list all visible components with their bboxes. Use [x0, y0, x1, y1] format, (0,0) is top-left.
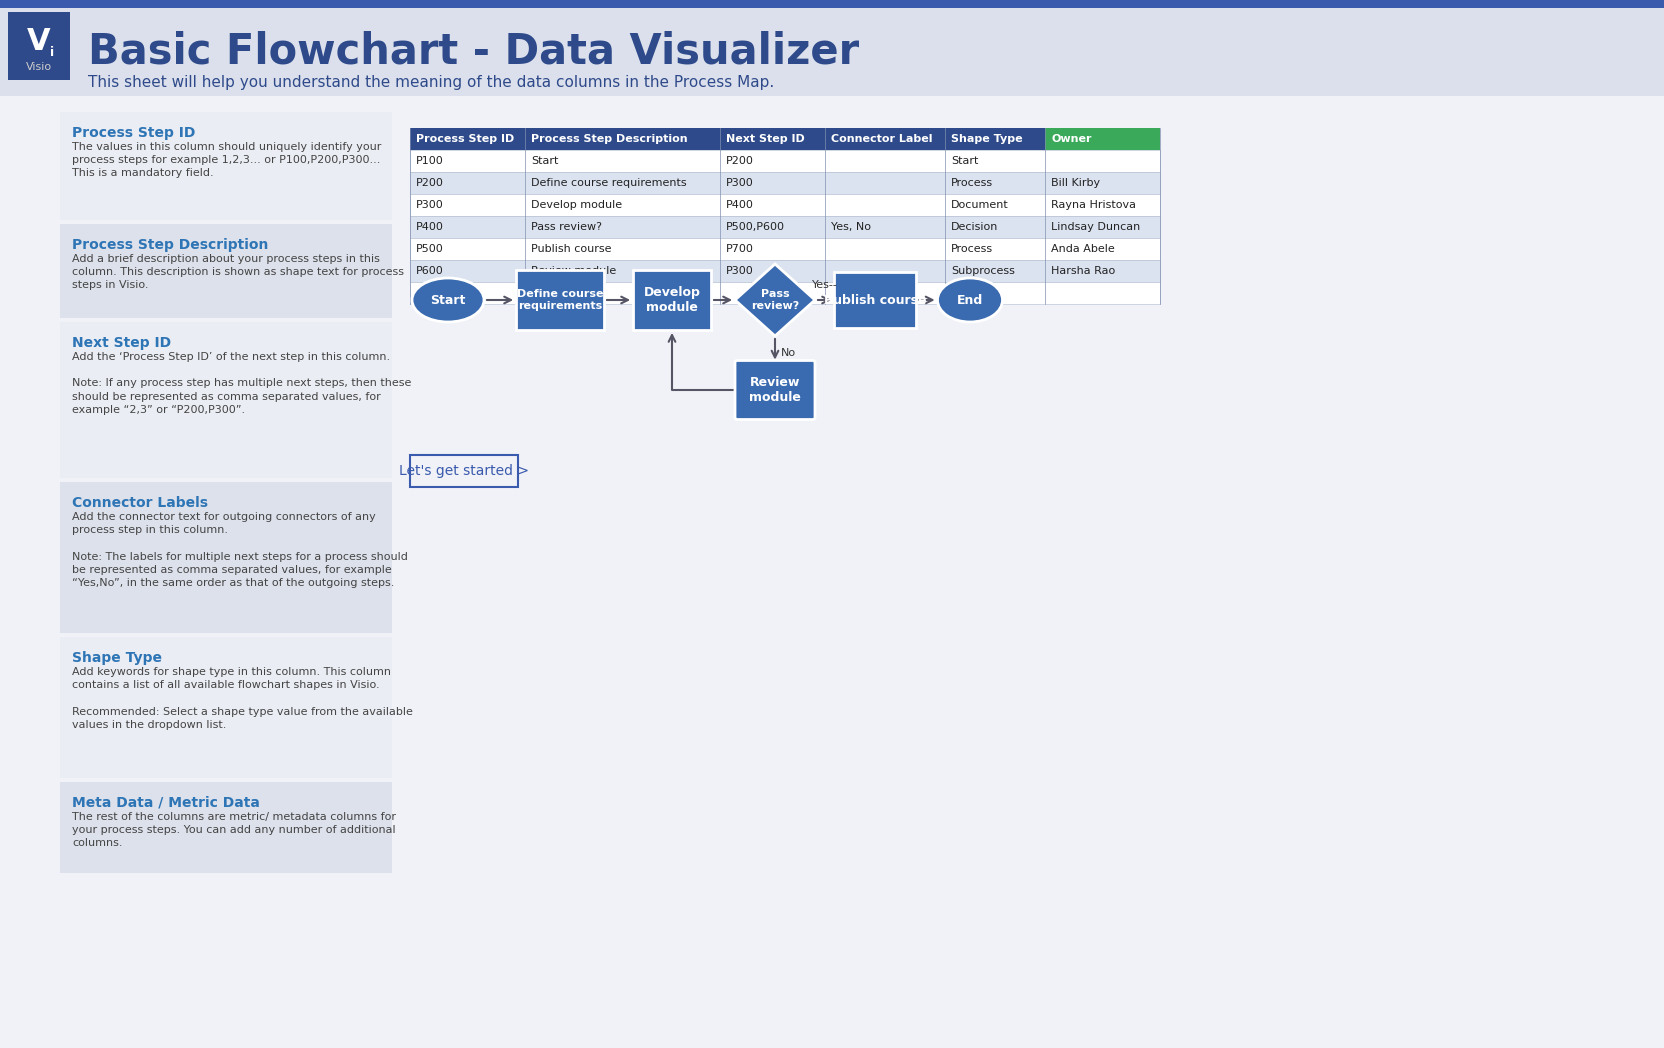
Text: P400: P400 — [416, 222, 444, 232]
Text: The values in this column should uniquely identify your
process steps for exampl: The values in this column should uniquel… — [72, 141, 381, 178]
Text: Add a brief description about your process steps in this
column. This descriptio: Add a brief description about your proce… — [72, 254, 404, 290]
Text: Meta Data / Metric Data: Meta Data / Metric Data — [72, 796, 260, 810]
Text: Start: Start — [431, 293, 466, 306]
FancyBboxPatch shape — [409, 260, 1160, 282]
FancyBboxPatch shape — [409, 128, 1160, 150]
Ellipse shape — [413, 278, 484, 322]
Text: Process Step ID: Process Step ID — [416, 134, 514, 144]
FancyBboxPatch shape — [0, 0, 1664, 8]
FancyBboxPatch shape — [735, 361, 815, 419]
Text: P100: P100 — [416, 156, 444, 166]
Text: Publish course: Publish course — [824, 293, 927, 306]
Text: P300: P300 — [726, 178, 754, 188]
FancyBboxPatch shape — [825, 128, 945, 150]
FancyBboxPatch shape — [0, 96, 1664, 1048]
Text: P600: P600 — [416, 266, 444, 276]
Text: P200: P200 — [416, 178, 444, 188]
FancyBboxPatch shape — [945, 128, 1045, 150]
Text: Next Step ID: Next Step ID — [726, 134, 805, 144]
Text: Review module: Review module — [531, 266, 616, 276]
Text: P300: P300 — [726, 266, 754, 276]
FancyBboxPatch shape — [409, 282, 1160, 304]
Text: Document: Document — [952, 200, 1008, 210]
Text: Process Step Description: Process Step Description — [72, 238, 268, 252]
Text: P400: P400 — [726, 200, 754, 210]
FancyBboxPatch shape — [60, 482, 393, 633]
Text: Process: Process — [952, 244, 993, 254]
Text: The rest of the columns are metric/ metadata columns for
your process steps. You: The rest of the columns are metric/ meta… — [72, 812, 396, 849]
Text: Review
module: Review module — [749, 376, 800, 403]
Text: Add the ‘Process Step ID’ of the next step in this column.

Note: If any process: Add the ‘Process Step ID’ of the next st… — [72, 352, 411, 415]
FancyBboxPatch shape — [721, 128, 825, 150]
Text: Start: Start — [952, 156, 978, 166]
FancyBboxPatch shape — [60, 224, 393, 318]
Text: Define course
requirements: Define course requirements — [518, 289, 604, 311]
Text: Develop module: Develop module — [531, 200, 622, 210]
Text: Lindsay Duncan: Lindsay Duncan — [1052, 222, 1140, 232]
Text: Connector Label: Connector Label — [830, 134, 932, 144]
FancyBboxPatch shape — [60, 637, 393, 778]
Text: This sheet will help you understand the meaning of the data columns in the Proce: This sheet will help you understand the … — [88, 74, 774, 89]
FancyBboxPatch shape — [409, 238, 1160, 260]
Polygon shape — [735, 264, 815, 336]
Text: Owner: Owner — [1052, 134, 1092, 144]
Text: Pass review?: Pass review? — [531, 222, 602, 232]
Text: Develop
module: Develop module — [644, 286, 701, 314]
Text: P200: P200 — [726, 156, 754, 166]
Ellipse shape — [937, 278, 1002, 322]
FancyBboxPatch shape — [516, 270, 604, 330]
FancyBboxPatch shape — [409, 128, 526, 150]
Text: P700: P700 — [416, 288, 444, 298]
Text: Rayna Hristova: Rayna Hristova — [1052, 200, 1137, 210]
Text: Yes, No: Yes, No — [830, 222, 870, 232]
Text: End: End — [952, 288, 972, 298]
FancyBboxPatch shape — [8, 12, 70, 80]
FancyBboxPatch shape — [1045, 128, 1160, 150]
Text: Subprocess: Subprocess — [952, 266, 1015, 276]
Text: End: End — [531, 288, 552, 298]
Text: P700: P700 — [726, 244, 754, 254]
FancyBboxPatch shape — [409, 172, 1160, 194]
Text: Process Step ID: Process Step ID — [72, 126, 195, 140]
FancyBboxPatch shape — [409, 194, 1160, 216]
FancyBboxPatch shape — [60, 112, 393, 220]
Text: P500: P500 — [416, 244, 444, 254]
FancyBboxPatch shape — [60, 322, 393, 478]
Text: Process Step Description: Process Step Description — [531, 134, 687, 144]
Text: Visio: Visio — [27, 62, 52, 72]
FancyBboxPatch shape — [60, 782, 393, 873]
Text: Define course requirements: Define course requirements — [531, 178, 687, 188]
FancyBboxPatch shape — [409, 216, 1160, 238]
FancyBboxPatch shape — [632, 270, 711, 330]
Text: Connector Labels: Connector Labels — [72, 496, 208, 510]
Text: P300: P300 — [416, 200, 444, 210]
Text: P500,P600: P500,P600 — [726, 222, 785, 232]
Text: Decision: Decision — [952, 222, 998, 232]
FancyBboxPatch shape — [409, 150, 1160, 172]
Text: Harsha Rao: Harsha Rao — [1052, 266, 1115, 276]
Text: V: V — [27, 27, 52, 57]
Text: Shape Type: Shape Type — [72, 651, 161, 665]
Text: Yes--: Yes-- — [812, 280, 837, 290]
FancyBboxPatch shape — [409, 455, 518, 487]
Text: Process: Process — [952, 178, 993, 188]
Text: Pass
review?: Pass review? — [750, 289, 799, 311]
Text: Anda Abele: Anda Abele — [1052, 244, 1115, 254]
Text: i: i — [50, 45, 53, 59]
Text: End: End — [957, 293, 983, 306]
Text: Add the connector text for outgoing connectors of any
process step in this colum: Add the connector text for outgoing conn… — [72, 512, 408, 588]
FancyBboxPatch shape — [834, 272, 915, 328]
Text: Add keywords for shape type in this column. This column
contains a list of all a: Add keywords for shape type in this colu… — [72, 667, 413, 729]
FancyBboxPatch shape — [0, 8, 1664, 96]
Text: No: No — [780, 348, 795, 358]
FancyBboxPatch shape — [526, 128, 721, 150]
Text: Basic Flowchart - Data Visualizer: Basic Flowchart - Data Visualizer — [88, 31, 859, 73]
Text: Start: Start — [531, 156, 559, 166]
Text: Publish course: Publish course — [531, 244, 611, 254]
Text: Let's get started >: Let's get started > — [399, 464, 529, 478]
Text: Bill Kirby: Bill Kirby — [1052, 178, 1100, 188]
Text: Next Step ID: Next Step ID — [72, 336, 171, 350]
Text: Shape Type: Shape Type — [952, 134, 1023, 144]
